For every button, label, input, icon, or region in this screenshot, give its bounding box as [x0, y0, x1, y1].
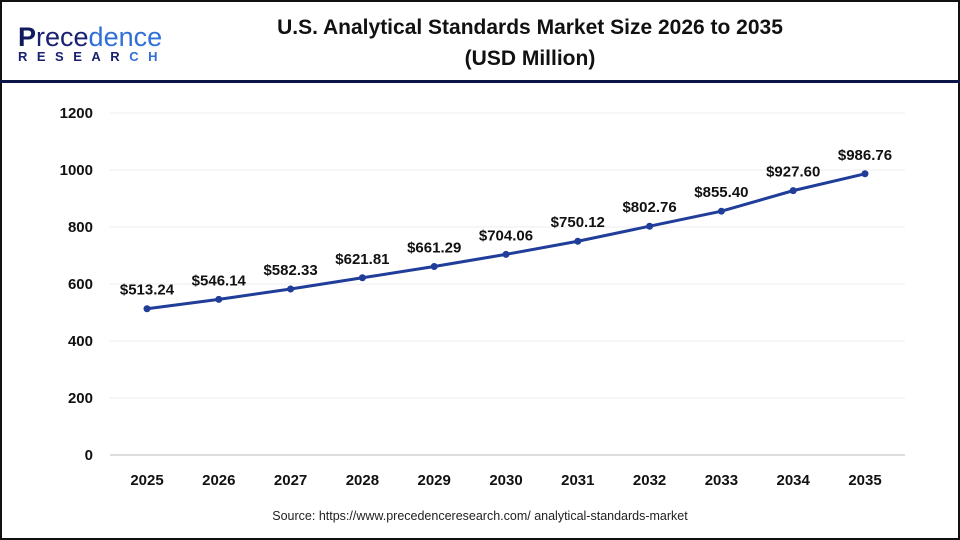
data-label: $661.29 — [407, 240, 461, 257]
x-tick-label: 2029 — [418, 472, 451, 489]
precedence-research-logo: Precedence RESEARCH — [18, 22, 167, 64]
x-tick-label: 2028 — [346, 472, 379, 489]
data-point — [215, 295, 223, 303]
data-point — [861, 170, 869, 178]
data-label: $750.12 — [551, 214, 605, 231]
header-divider — [0, 80, 960, 83]
y-tick-label: 600 — [68, 276, 93, 293]
logo-text: dence — [88, 22, 163, 52]
data-point — [358, 274, 366, 282]
x-tick-label: 2026 — [202, 472, 235, 489]
title-line-2: (USD Million) — [464, 47, 596, 70]
data-label: $855.40 — [694, 184, 748, 201]
data-point — [574, 237, 582, 245]
data-point — [143, 305, 151, 313]
data-label: $986.76 — [838, 147, 892, 164]
data-point — [502, 250, 510, 258]
logo-text: P — [18, 22, 37, 52]
logo-text: CH — [129, 49, 167, 64]
data-label: $513.24 — [120, 282, 175, 299]
data-label: $704.06 — [479, 227, 533, 244]
x-tick-label: 2034 — [777, 472, 811, 489]
data-point — [717, 207, 725, 215]
x-tick-label: 2030 — [489, 472, 522, 489]
data-label: $802.76 — [622, 199, 676, 216]
x-tick-label: 2027 — [274, 472, 307, 489]
y-tick-label: 1000 — [60, 162, 93, 179]
y-tick-label: 0 — [85, 447, 93, 464]
data-label: $927.60 — [766, 164, 820, 181]
data-point — [430, 263, 438, 271]
y-tick-label: 400 — [68, 333, 93, 350]
x-tick-label: 2031 — [561, 472, 594, 489]
data-label: $546.14 — [192, 272, 247, 289]
source-note: Source: https://www.precedenceresearch.c… — [272, 509, 688, 523]
data-label: $621.81 — [335, 251, 389, 268]
data-point — [287, 285, 295, 293]
data-point — [646, 222, 654, 230]
logo-text: rece — [36, 22, 89, 52]
data-label: $582.33 — [263, 262, 317, 279]
chart-title: U.S. Analytical Standards Market Size 20… — [230, 12, 830, 74]
x-tick-label: 2033 — [705, 472, 738, 489]
title-line-1: U.S. Analytical Standards Market Size 20… — [277, 16, 783, 39]
y-tick-label: 200 — [68, 390, 93, 407]
x-tick-label: 2032 — [633, 472, 666, 489]
y-tick-label: 800 — [68, 219, 93, 236]
x-tick-label: 2035 — [848, 472, 881, 489]
x-tick-label: 2025 — [130, 472, 163, 489]
y-tick-label: 1200 — [60, 105, 93, 122]
logo-text: RESEAR — [18, 49, 130, 64]
data-point — [789, 187, 797, 195]
